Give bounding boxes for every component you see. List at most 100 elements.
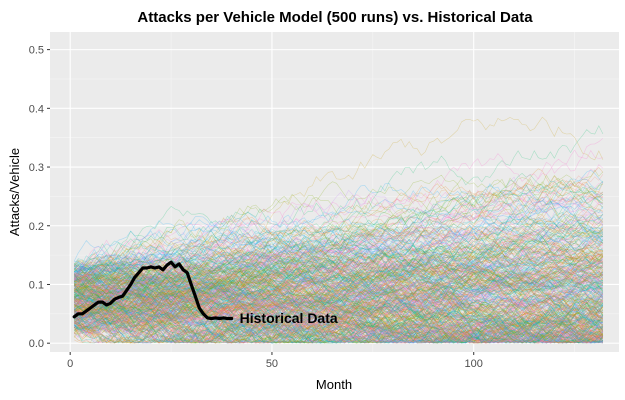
simulation-run-line	[73, 292, 603, 344]
simulation-run-line	[73, 285, 604, 344]
x-axis-title: Month	[316, 377, 352, 392]
simulation-run-line	[74, 269, 604, 344]
simulation-run-line	[74, 296, 604, 344]
simulation-run-line	[73, 233, 604, 300]
y-tick-label: 0.0	[29, 338, 44, 350]
simulation-run-line	[74, 257, 603, 327]
simulation-run-line	[74, 281, 604, 307]
simulation-run-line	[74, 259, 604, 312]
simulation-run-line	[73, 287, 604, 344]
simulation-run-line	[73, 183, 604, 282]
simulation-run-line	[73, 276, 603, 312]
simulation-run-line	[74, 262, 603, 295]
simulation-run-line	[74, 251, 604, 286]
simulation-run-line	[74, 177, 604, 300]
simulation-run-line	[74, 276, 603, 344]
simulation-run-line	[74, 288, 603, 332]
simulation-run-line	[74, 306, 603, 344]
simulation-run-line	[74, 296, 604, 344]
simulation-run-line	[74, 209, 604, 272]
simulation-run-line	[73, 238, 604, 324]
simulation-run-line	[74, 312, 604, 344]
simulation-run-line	[73, 192, 603, 270]
simulation-run-line	[74, 250, 603, 303]
y-tick-label: 0.4	[29, 103, 44, 115]
simulation-run-line	[74, 265, 603, 314]
simulation-run-line	[73, 239, 604, 303]
simulation-run-line	[74, 280, 604, 344]
simulation-run-line	[74, 295, 603, 344]
simulation-run-line	[74, 295, 604, 344]
simulation-run-line	[74, 202, 603, 308]
y-tick-label: 0.2	[29, 221, 44, 233]
simulation-run-line	[74, 265, 604, 344]
simulation-run-line	[74, 279, 604, 344]
simulation-run-line	[73, 181, 603, 295]
simulation-run-line	[74, 303, 603, 344]
simulation-run-line	[74, 255, 604, 330]
simulation-run-line	[74, 302, 604, 329]
simulation-run-line	[74, 268, 604, 344]
simulation-run-line	[74, 260, 604, 330]
simulation-run-line	[73, 265, 604, 344]
simulation-run-line	[74, 242, 604, 299]
x-tick-label: 100	[465, 358, 483, 370]
simulation-run-line	[73, 300, 603, 344]
simulation-run-line	[74, 278, 604, 341]
simulation-run-line	[74, 269, 604, 344]
simulation-run-line	[73, 232, 604, 308]
simulation-run-line	[73, 272, 604, 344]
simulation-run-line	[74, 302, 604, 344]
simulation-run-line	[74, 261, 603, 327]
simulation-run-line	[73, 272, 604, 319]
simulation-run-line	[74, 295, 604, 344]
y-axis-title: Attacks/Vehicle	[7, 148, 22, 236]
simulation-run-line	[74, 271, 604, 344]
simulation-run-line	[74, 274, 604, 344]
simulation-run-line	[74, 251, 603, 325]
simulation-run-line	[74, 259, 603, 342]
simulation-run-line	[73, 295, 604, 344]
simulation-run-line	[74, 270, 603, 313]
simulation-run-line	[73, 116, 604, 289]
simulation-run-line	[74, 247, 604, 343]
simulation-run-line	[74, 263, 604, 317]
simulation-run-line	[73, 290, 604, 344]
simulation-run-line	[73, 227, 604, 344]
simulation-run-line	[73, 298, 603, 344]
simulation-run-line	[73, 261, 603, 343]
simulation-run-line	[74, 227, 604, 298]
simulation-run-line	[74, 255, 604, 339]
simulation-run-line	[73, 254, 604, 339]
simulation-run-line	[73, 283, 604, 322]
simulation-run-line	[74, 288, 603, 344]
simulation-run-line	[73, 250, 604, 321]
simulation-run-line	[73, 245, 604, 291]
simulation-run-line	[73, 223, 603, 304]
simulation-run-line	[74, 245, 604, 292]
chart-title: Attacks per Vehicle Model (500 runs) vs.…	[137, 9, 533, 26]
simulation-run-line	[74, 291, 604, 344]
simulation-run-line	[73, 277, 604, 332]
simulation-run-line	[73, 305, 604, 344]
simulation-run-line	[74, 241, 604, 326]
simulation-run-line	[73, 262, 604, 344]
simulation-run-line	[73, 303, 603, 344]
simulation-run-line	[73, 266, 603, 340]
simulation-run-line	[73, 168, 604, 320]
simulation-run-line	[73, 326, 604, 344]
simulation-run-line	[74, 203, 604, 324]
simulation-run-line	[73, 199, 603, 283]
simulation-run-line	[74, 304, 604, 344]
simulation-run-line	[74, 286, 604, 344]
simulation-run-line	[73, 237, 604, 303]
simulation-run-line	[74, 285, 603, 317]
simulation-run-line	[73, 275, 604, 314]
simulation-run-line	[74, 233, 603, 300]
simulation-run-line	[73, 280, 604, 344]
simulation-run-line	[74, 260, 603, 314]
simulation-run-line	[74, 302, 603, 344]
simulation-run-line	[74, 269, 604, 344]
simulation-run-line	[74, 265, 604, 334]
